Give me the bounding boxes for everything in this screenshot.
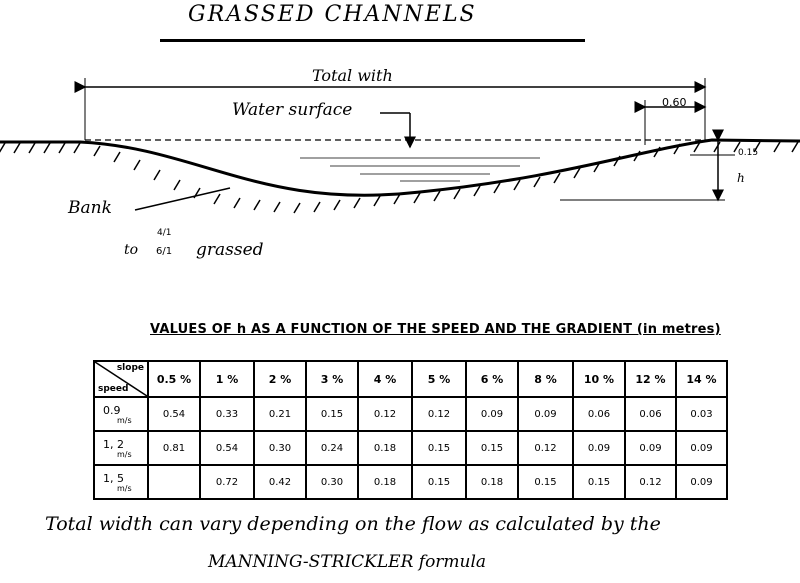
h-value-cell: 0.03 — [675, 396, 728, 432]
column-header: 8 % — [517, 360, 574, 398]
depth-dimension — [560, 129, 735, 202]
total-width-dimension — [74, 78, 707, 140]
slope-prefix: to — [124, 242, 139, 258]
table-header-row: slope speed 0.5 % 1 % 2 % 3 % 4 % 5 % 6 % 8 % 10… — [93, 360, 728, 398]
column-header: 14 % — [675, 360, 728, 398]
h-value-cell: 0.09 — [517, 396, 574, 432]
h-value-cell: 0.12 — [411, 396, 467, 432]
h-value-cell: 0.15 — [572, 464, 626, 500]
table-row: 1, 5 m/s 0.72 0.42 0.30 0.18 0.15 0.18 0.15 0.15 0… — [93, 464, 728, 500]
speed-value: 1, 2 — [103, 437, 124, 451]
speed-cell: 1, 5 m/s — [93, 464, 149, 500]
h-value-cell: 0.33 — [199, 396, 255, 432]
speed-unit: m/s — [117, 483, 132, 493]
table-row: 0.9 m/s 0.54 0.33 0.21 0.15 0.12 0.12 0.09 0.09 0.… — [93, 396, 728, 432]
table-body: 0.9 m/s 0.54 0.33 0.21 0.15 0.12 0.12 0.09 0.09 0.… — [93, 396, 728, 500]
column-header: 1 % — [199, 360, 255, 398]
water-surface-label: Water surface — [232, 100, 353, 120]
column-header: 6 % — [465, 360, 519, 398]
depth-h-label: h — [737, 171, 745, 185]
table-row: 1, 2 m/s 0.81 0.54 0.30 0.24 0.18 0.15 0.15 0.12 0… — [93, 430, 728, 466]
freeboard-width-dimension — [634, 100, 707, 145]
h-value-cell: 0.15 — [305, 396, 359, 432]
h-value-cell: 0.12 — [624, 464, 677, 500]
h-value-cell: 0.15 — [411, 464, 467, 500]
h-value-cell: 0.18 — [357, 464, 413, 500]
slope-ratio-top: 4/1 — [157, 228, 172, 238]
page-title: GRASSED CHANNELS — [188, 2, 477, 27]
h-value-cell: 0.09 — [465, 396, 519, 432]
h-value-cell: 0.15 — [465, 430, 519, 466]
h-value-cell: 0.12 — [517, 430, 574, 466]
h-value-cell: 0.06 — [624, 396, 677, 432]
corner-diagonal — [95, 362, 147, 396]
corner-slope-label: slope — [116, 363, 144, 373]
h-value-cell: 0.30 — [305, 464, 359, 500]
table-heading: VALUES OF h AS A FUNCTION OF THE SPEED A… — [150, 322, 721, 337]
column-header: 0.5 % — [147, 360, 201, 398]
speed-unit: m/s — [117, 449, 132, 459]
h-value-cell: 0.81 — [147, 430, 201, 466]
slope-grassed-label: grassed — [196, 240, 264, 260]
freeboard-width-label: 0.60 — [662, 96, 687, 109]
column-header: 3 % — [305, 360, 359, 398]
h-value-cell: 0.21 — [253, 396, 307, 432]
h-value-cell: 0.09 — [572, 430, 626, 466]
h-value-cell: 0.42 — [253, 464, 307, 500]
column-header: 12 % — [624, 360, 677, 398]
h-values-table: slope speed 0.5 % 1 % 2 % 3 % 4 % 5 % 6 % 8 % 10… — [93, 360, 728, 500]
column-header: 5 % — [411, 360, 467, 398]
freeboard-height-label: 0.15 — [738, 148, 759, 158]
column-header: 10 % — [572, 360, 626, 398]
slope-ratio-bottom: 6/1 — [156, 246, 173, 257]
speed-cell: 1, 2 m/s — [93, 430, 149, 466]
h-value-cell: 0.18 — [357, 430, 413, 466]
channel-cross-section-diagram — [0, 78, 800, 214]
h-value-cell: 0.06 — [572, 396, 626, 432]
h-value-cell: 0.09 — [675, 430, 728, 466]
h-value-cell: 0.15 — [517, 464, 574, 500]
h-value-cell: 0.24 — [305, 430, 359, 466]
h-value-cell: 0.15 — [411, 430, 467, 466]
speed-value: 1, 5 — [103, 471, 124, 485]
ground-hatching — [0, 141, 799, 214]
corner-speed-label: speed — [98, 384, 129, 394]
table-corner-cell: slope speed — [93, 360, 149, 398]
title-underline — [160, 39, 585, 42]
footnote-line-2: MANNING-STRICKLER formula — [208, 552, 487, 572]
column-header: 4 % — [357, 360, 413, 398]
h-value-cell: 0.12 — [357, 396, 413, 432]
h-value-cell: 0.18 — [465, 464, 519, 500]
speed-unit: m/s — [117, 415, 132, 425]
column-header: 2 % — [253, 360, 307, 398]
total-width-label: Total with — [312, 66, 393, 85]
h-value-cell: 0.72 — [199, 464, 255, 500]
h-value-cell: 0.09 — [624, 430, 677, 466]
bank-leader — [134, 187, 231, 211]
h-value-cell — [147, 464, 201, 500]
speed-cell: 0.9 m/s — [93, 396, 149, 432]
speed-value: 0.9 — [103, 403, 121, 417]
bank-label: Bank — [68, 198, 112, 218]
h-value-cell: 0.54 — [199, 430, 255, 466]
water-hatching — [300, 157, 540, 182]
h-value-cell: 0.30 — [253, 430, 307, 466]
h-value-cell: 0.54 — [147, 396, 201, 432]
footnote-line-1: Total width can vary depending on the fl… — [45, 513, 661, 535]
water-surface-pointer — [380, 112, 416, 149]
channel-profile — [0, 138, 800, 197]
h-value-cell: 0.09 — [675, 464, 728, 500]
